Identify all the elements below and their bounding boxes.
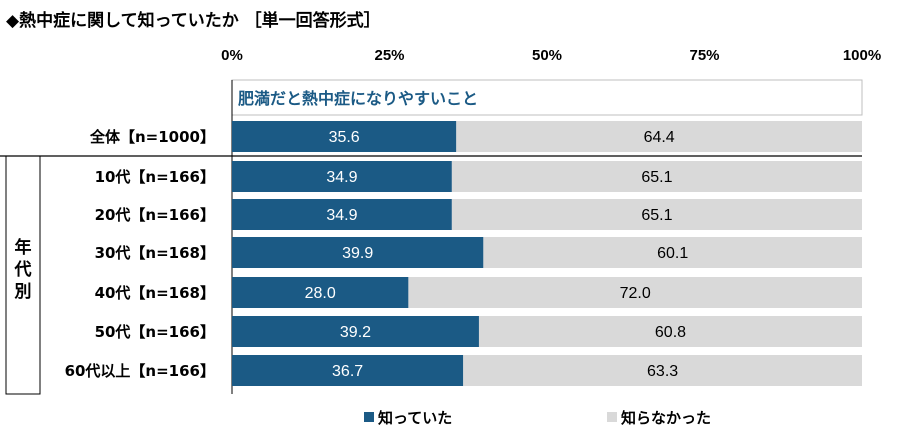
group-label-char: 代 (14, 259, 32, 280)
data-label: 36.7 (332, 363, 363, 380)
data-label: 39.9 (342, 245, 373, 262)
data-label: 72.0 (620, 285, 651, 302)
legend-label-did-not-know: 知らなかった (621, 409, 711, 427)
category-label: 20代【n=166】 (95, 206, 215, 224)
x-tick-label: 25% (374, 47, 404, 64)
data-label: 60.1 (657, 245, 688, 262)
bar-did-not-know (456, 121, 862, 152)
bar-knew (232, 277, 409, 308)
group-label-box (5, 155, 41, 395)
legend-swatch-did-not-know (607, 412, 617, 422)
group-label-char: 別 (14, 282, 32, 302)
data-label: 35.6 (329, 129, 360, 146)
bar-did-not-know (463, 355, 862, 386)
data-label: 64.4 (644, 129, 675, 146)
category-label: 50代【n=166】 (95, 323, 215, 341)
group-label-char: 年 (15, 237, 32, 258)
data-label: 65.1 (641, 207, 672, 224)
note-box (231, 79, 863, 116)
category-label: 全体【n=1000】 (89, 128, 215, 146)
bar-did-not-know (408, 277, 862, 308)
bar-knew (232, 199, 452, 230)
data-label: 34.9 (326, 207, 357, 224)
data-label: 63.3 (647, 363, 678, 380)
x-tick-label: 50% (532, 47, 562, 64)
bar-knew (232, 237, 484, 268)
legend-swatch-knew (364, 412, 374, 422)
bar-knew (232, 355, 464, 386)
bar-did-not-know (451, 199, 862, 230)
bar-knew (232, 316, 479, 347)
bar-knew (232, 121, 457, 152)
x-tick-label: 0% (221, 47, 243, 64)
data-label: 65.1 (641, 169, 672, 186)
x-tick-label: 75% (689, 47, 719, 64)
bar-did-not-know (451, 161, 862, 192)
category-label: 30代【n=168】 (95, 244, 215, 262)
data-label: 60.8 (655, 324, 686, 341)
category-label: 40代【n=168】 (95, 284, 215, 302)
data-label: 34.9 (326, 169, 357, 186)
note-text: 肥満だと熱中症になりやすいこと (238, 89, 478, 108)
legend-label-knew: 知っていた (378, 409, 452, 427)
category-label: 10代【n=166】 (95, 168, 215, 186)
data-label: 28.0 (305, 285, 336, 302)
data-label: 39.2 (340, 324, 371, 341)
chart-title: ◆熱中症に関して知っていたか ［単一回答形式］ (6, 11, 381, 31)
bar-did-not-know (478, 316, 862, 347)
bar-did-not-know (483, 237, 862, 268)
category-label: 60代以上【n=166】 (65, 362, 215, 380)
bar-knew (232, 161, 452, 192)
x-tick-label: 100% (843, 47, 881, 64)
